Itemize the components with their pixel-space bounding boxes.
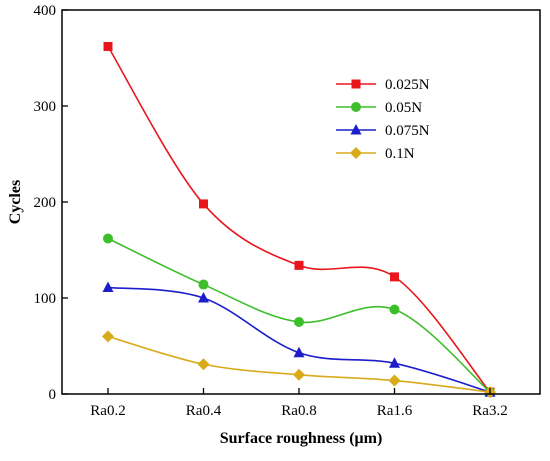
legend-item: 0.05N: [336, 100, 422, 116]
data-point: [103, 233, 113, 244]
legend-marker: [350, 124, 362, 135]
axis-layer: 0 100 200 300 400 Ra0.2 Ra0.4 Ra0.8 Ra1.6 Ra3.2: [34, 3, 508, 419]
data-point: [102, 281, 114, 292]
legend-label: 0.025N: [385, 77, 430, 93]
series-line: [107, 335, 491, 393]
legend-marker: [351, 102, 361, 112]
legend-label: 0.075N: [385, 123, 430, 139]
legend: 0.025N 0.05N 0.075N 0.1N: [336, 77, 430, 162]
legend-item: 0.075N: [336, 123, 430, 139]
data-point: [389, 357, 400, 368]
x-axis-title: Surface roughness (μm): [220, 430, 383, 447]
legend-label: 0.1N: [385, 146, 415, 162]
series-line: [107, 46, 491, 393]
y-axis-title: Cycles: [7, 180, 24, 224]
series-0.1N: [102, 330, 496, 399]
legend-label: 0.05N: [385, 100, 422, 116]
x-tick-label: Ra0.4: [186, 403, 222, 419]
data-point: [388, 374, 401, 387]
plot-frame: [61, 9, 541, 395]
series-0.025N: [103, 41, 495, 397]
y-tick-label: 100: [34, 291, 57, 307]
data-point: [294, 317, 304, 327]
data-point: [293, 368, 305, 381]
data-point: [199, 199, 208, 209]
legend-marker: [351, 79, 361, 89]
series-layer: [102, 41, 496, 399]
legend-item: 0.025N: [336, 77, 430, 93]
data-point: [197, 358, 210, 371]
data-point: [198, 292, 209, 303]
data-point: [293, 346, 305, 358]
y-tick-label: 200: [34, 195, 57, 211]
legend-marker: [350, 147, 362, 159]
legend-item: 0.1N: [336, 146, 415, 162]
x-tick-label: Ra0.8: [281, 403, 316, 419]
data-point: [103, 41, 113, 51]
y-tick-label: 400: [34, 3, 57, 19]
data-point: [198, 279, 209, 290]
data-point: [390, 272, 399, 282]
series-0.075N: [102, 281, 496, 397]
x-tick-label: Ra3.2: [472, 403, 507, 419]
data-point: [389, 304, 400, 315]
x-tick-label: Ra1.6: [377, 403, 413, 419]
y-tick-label: 300: [34, 99, 57, 115]
y-tick-label: 0: [49, 387, 57, 403]
x-tick-label: Ra0.2: [90, 403, 125, 419]
data-point: [294, 260, 304, 270]
data-point: [102, 330, 114, 343]
